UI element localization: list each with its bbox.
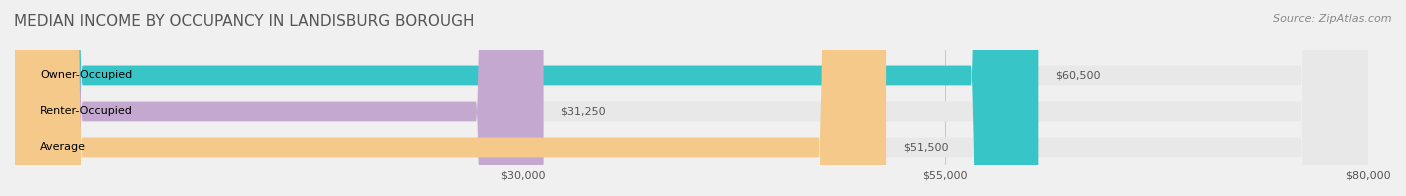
Text: Owner-Occupied: Owner-Occupied	[41, 71, 132, 81]
Text: Renter-Occupied: Renter-Occupied	[41, 106, 134, 116]
Text: MEDIAN INCOME BY OCCUPANCY IN LANDISBURG BOROUGH: MEDIAN INCOME BY OCCUPANCY IN LANDISBURG…	[14, 14, 475, 29]
FancyBboxPatch shape	[15, 0, 1368, 196]
Text: Average: Average	[41, 142, 86, 152]
Text: $60,500: $60,500	[1056, 71, 1101, 81]
FancyBboxPatch shape	[15, 0, 544, 196]
Text: $51,500: $51,500	[903, 142, 949, 152]
FancyBboxPatch shape	[15, 0, 1368, 196]
Text: Source: ZipAtlas.com: Source: ZipAtlas.com	[1274, 14, 1392, 24]
FancyBboxPatch shape	[15, 0, 886, 196]
FancyBboxPatch shape	[15, 0, 1368, 196]
Text: $31,250: $31,250	[561, 106, 606, 116]
FancyBboxPatch shape	[15, 0, 1039, 196]
